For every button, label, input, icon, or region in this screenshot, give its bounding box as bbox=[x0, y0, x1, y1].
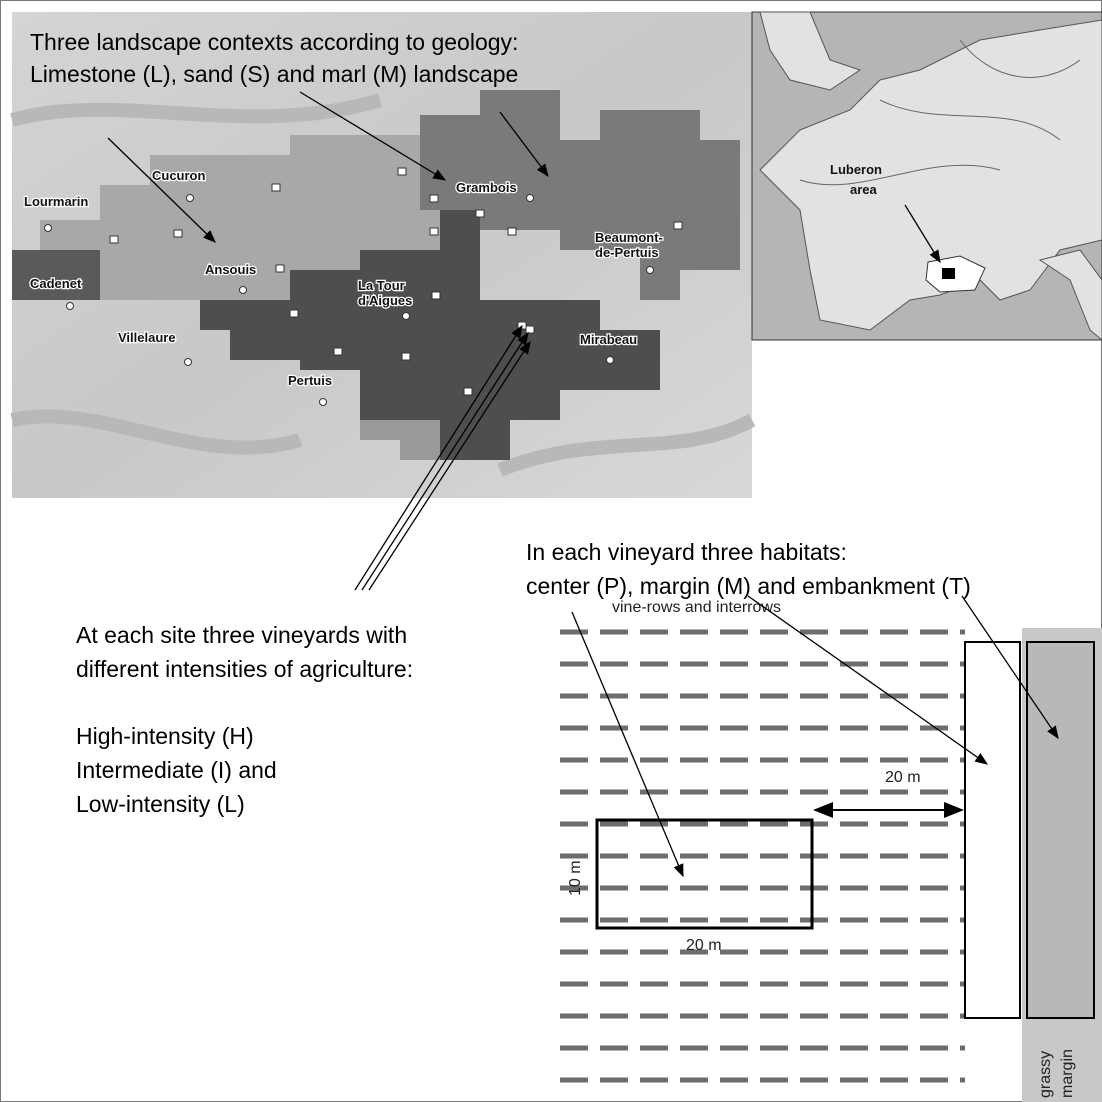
town-label: Mirabeau bbox=[580, 332, 637, 347]
town-label: Beaumont- bbox=[595, 230, 663, 245]
town-label: de-Pertuis bbox=[595, 245, 659, 260]
town-label: Lourmarin bbox=[24, 194, 88, 209]
intensity-level: Intermediate (I) and bbox=[76, 757, 277, 783]
intensity-level: Low-intensity (L) bbox=[76, 791, 245, 817]
grassy-margin-label: margin bbox=[1059, 1049, 1076, 1098]
habitats-title: In each vineyard three habitats: bbox=[526, 539, 847, 565]
box-width-label: 20 m bbox=[686, 937, 722, 954]
distance-label: 20 m bbox=[885, 769, 921, 786]
town-label: Cadenet bbox=[30, 276, 82, 291]
box-height-label: 10 m bbox=[567, 860, 584, 896]
town-label: Villelaure bbox=[118, 330, 176, 345]
town-label: Cucuron bbox=[152, 168, 206, 183]
town-label: La Tour bbox=[358, 278, 405, 293]
map: Three landscape contexts according to ge… bbox=[12, 12, 752, 498]
town-label: Ansouis bbox=[205, 262, 256, 277]
inset-label: area bbox=[850, 182, 878, 197]
inset-map: Luberon area bbox=[752, 12, 1102, 340]
map-title: Three landscape contexts according to ge… bbox=[30, 29, 518, 55]
town-label: Grambois bbox=[456, 180, 517, 195]
sites-title: different intensities of agriculture: bbox=[76, 656, 413, 682]
intensity-level: High-intensity (H) bbox=[76, 723, 254, 749]
grassy-margin-label: grassy bbox=[1037, 1051, 1054, 1098]
habitats-title: center (P), margin (M) and embankment (T… bbox=[526, 573, 971, 599]
town-label: Pertuis bbox=[288, 373, 332, 388]
map-title: Limestone (L), sand (S) and marl (M) lan… bbox=[30, 61, 518, 87]
inset-label: Luberon bbox=[830, 162, 882, 177]
sites-title: At each site three vineyards with bbox=[76, 622, 407, 648]
town-label: d'Aigues bbox=[358, 293, 412, 308]
figure: Three landscape contexts according to ge… bbox=[0, 0, 1102, 1102]
